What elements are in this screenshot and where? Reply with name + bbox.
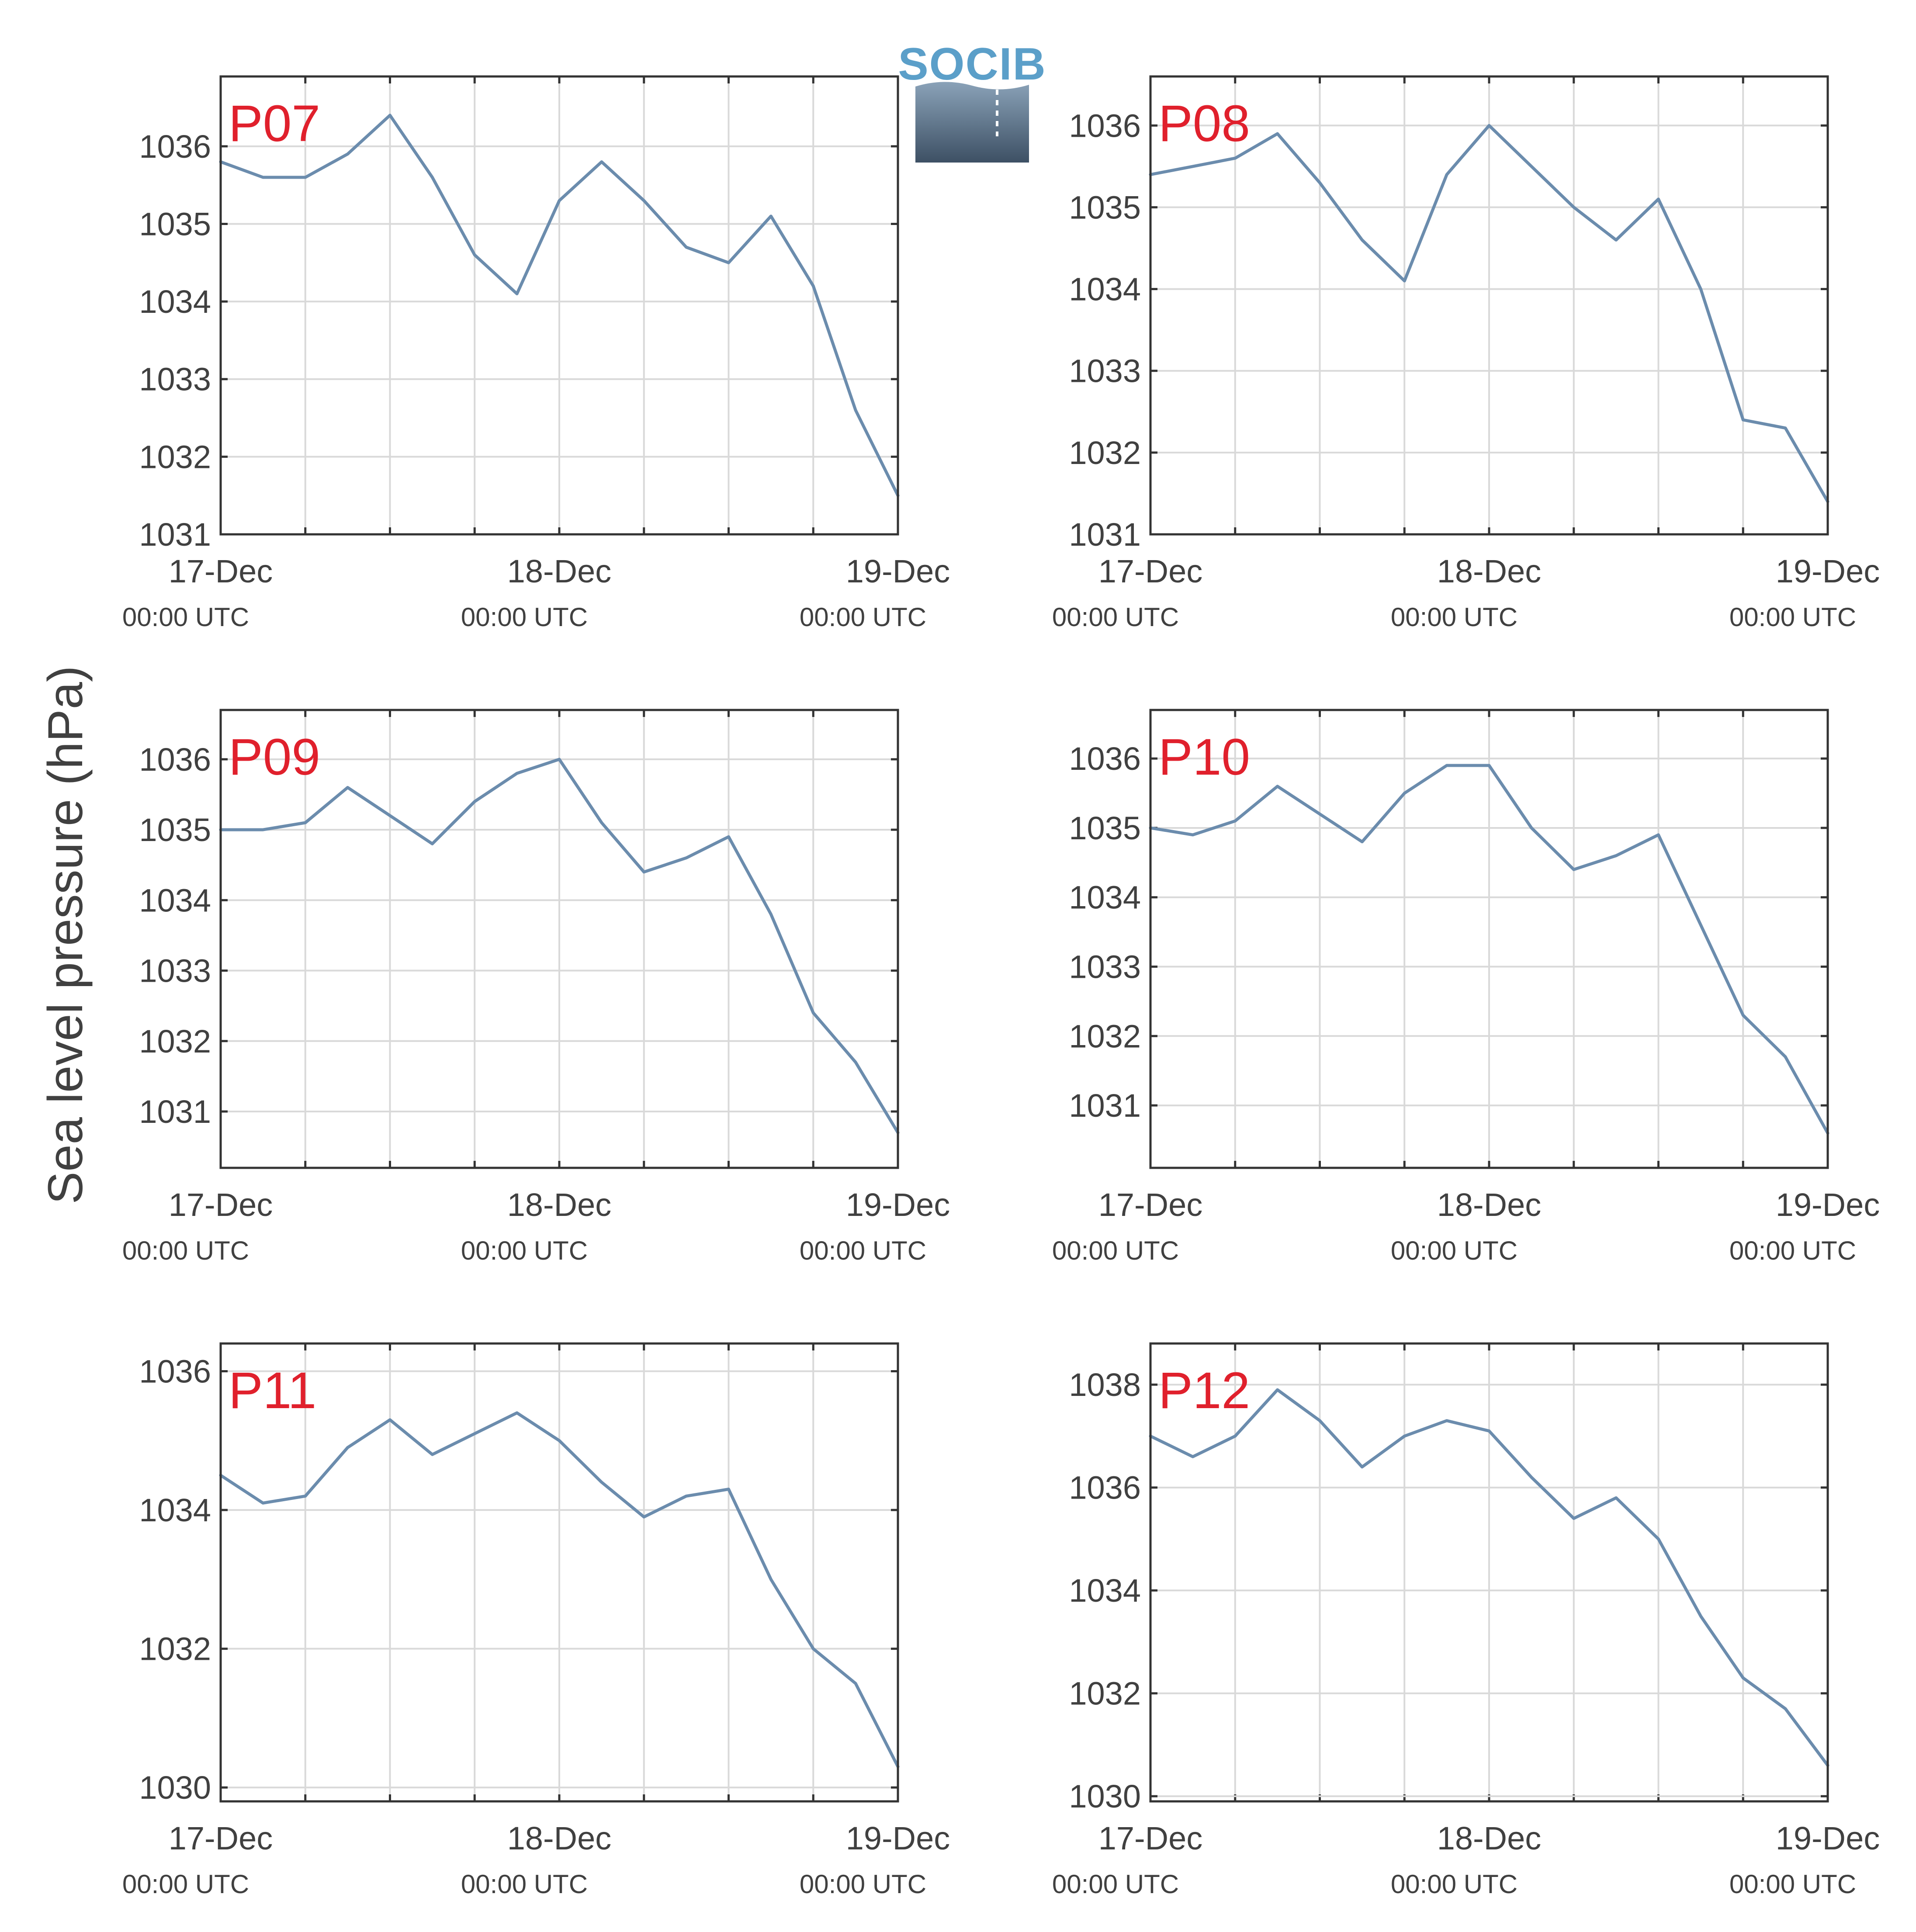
- panel-label: P08: [1158, 95, 1250, 152]
- x-tick-time-label: 00:00 UTC: [1729, 1236, 1856, 1265]
- y-tick-label: 1036: [1069, 107, 1141, 144]
- x-tick-date-label: 17-Dec: [169, 1187, 273, 1223]
- pressure-line-p09: [219, 758, 900, 1134]
- y-tick-label: 1035: [1069, 189, 1141, 225]
- x-tick-time-label: 00:00 UTC: [1391, 1236, 1518, 1265]
- y-tick-label: 1036: [1069, 1470, 1141, 1506]
- chart-panel-p10: 1031 1032 1033 1034 1035 1036 P10 17-Dec 00:00 U…: [1052, 709, 1880, 1265]
- y-tick-label: 1033: [1069, 353, 1141, 389]
- x-tick-time-label: 00:00 UTC: [1052, 1870, 1179, 1899]
- panel-label: P12: [1158, 1362, 1250, 1420]
- x-tick-date-label: 19-Dec: [1776, 1187, 1880, 1223]
- logo-text: SOCIB: [898, 39, 1046, 90]
- x-tick-time-label: 00:00 UTC: [800, 1870, 926, 1899]
- y-tick-label: 1036: [139, 1354, 211, 1390]
- x-tick-date-label: 19-Dec: [846, 1187, 950, 1223]
- y-tick-label: 1032: [1069, 1018, 1141, 1054]
- y-tick-label: 1030: [1069, 1778, 1141, 1814]
- socib-logo: SOCIB: [898, 39, 1046, 163]
- x-tick-time-label: 00:00 UTC: [800, 1236, 926, 1265]
- x-tick-time-label: 00:00 UTC: [461, 1870, 588, 1899]
- y-tick-label: 1032: [1069, 1676, 1141, 1712]
- y-tick-label: 1033: [139, 953, 211, 989]
- y-tick-label: 1033: [139, 361, 211, 398]
- x-tick-date-label: 18-Dec: [1437, 1820, 1542, 1856]
- x-tick-time-label: 00:00 UTC: [800, 602, 926, 632]
- x-tick-date-label: 17-Dec: [169, 553, 273, 589]
- x-tick-date-label: 17-Dec: [1098, 1820, 1203, 1856]
- x-tick-date-label: 18-Dec: [507, 553, 612, 589]
- x-tick-date-label: 18-Dec: [507, 1820, 612, 1856]
- y-tick-label: 1036: [139, 741, 211, 778]
- y-tick-label: 1038: [1069, 1367, 1141, 1403]
- x-tick-time-label: 00:00 UTC: [1052, 1236, 1179, 1265]
- y-tick-label: 1031: [1069, 1087, 1141, 1124]
- x-tick-time-label: 00:00 UTC: [122, 1236, 249, 1265]
- y-tick-label: 1035: [139, 812, 211, 848]
- plot-frame: [1149, 709, 1829, 1169]
- pressure-line-p10: [1149, 764, 1829, 1135]
- y-tick-label: 1033: [1069, 949, 1141, 985]
- y-tick-label: 1031: [139, 1094, 211, 1130]
- x-tick-date-label: 17-Dec: [1098, 1187, 1203, 1223]
- logo-wave-block: [915, 82, 1029, 163]
- x-tick-date-label: 19-Dec: [846, 1820, 950, 1856]
- chart-panel-p08: 1031 1032 1033 1034 1035 1036 P08 17-Dec 00:00 U…: [1052, 75, 1880, 632]
- plot-frame: [219, 709, 899, 1169]
- y-tick-label: 1032: [1069, 435, 1141, 471]
- chart-panel-p12: 1030 1032 1034 1036 1038 P12 17-Dec 00:00 UTC 18…: [1052, 1342, 1880, 1899]
- x-tick-time-label: 00:00 UTC: [1729, 602, 1856, 632]
- x-tick-date-label: 17-Dec: [169, 1820, 273, 1856]
- x-tick-time-label: 00:00 UTC: [461, 1236, 588, 1265]
- plot-frame: [1149, 75, 1829, 536]
- plot-frame: [219, 75, 899, 536]
- pressure-line-p08: [1149, 124, 1829, 503]
- plot-frame: [1149, 1342, 1829, 1803]
- panel-label: P11: [229, 1362, 316, 1420]
- x-tick-date-label: 19-Dec: [1776, 553, 1880, 589]
- chart-panel-p11: 1030 1032 1034 1036 P11 17-Dec 00:00 UTC 18-Dec…: [122, 1342, 950, 1899]
- x-tick-time-label: 00:00 UTC: [461, 602, 588, 632]
- x-tick-date-label: 19-Dec: [846, 553, 950, 589]
- panel-label: P09: [229, 728, 320, 786]
- y-tick-label: 1036: [139, 128, 211, 165]
- x-tick-time-label: 00:00 UTC: [1391, 1870, 1518, 1899]
- y-tick-label: 1036: [1069, 741, 1141, 777]
- y-axis-label: Sea level pressure (hPa): [38, 666, 93, 1205]
- y-tick-label: 1034: [139, 882, 211, 918]
- y-tick-label: 1034: [1069, 271, 1141, 308]
- panels: 1031 1032 1033 1034 1035 1036 P07 17-Dec 00:00 U…: [122, 75, 1880, 1899]
- x-tick-time-label: 00:00 UTC: [122, 1870, 249, 1899]
- x-tick-time-label: 00:00 UTC: [122, 602, 249, 632]
- panel-label: P07: [229, 95, 320, 152]
- x-tick-time-label: 00:00 UTC: [1729, 1870, 1856, 1899]
- x-tick-date-label: 18-Dec: [1437, 553, 1542, 589]
- x-tick-date-label: 18-Dec: [507, 1187, 612, 1223]
- y-tick-label: 1034: [1069, 879, 1141, 916]
- x-tick-date-label: 18-Dec: [1437, 1187, 1542, 1223]
- y-tick-label: 1034: [139, 284, 211, 320]
- y-tick-label: 1035: [1069, 810, 1141, 846]
- y-tick-label: 1034: [1069, 1572, 1141, 1609]
- panel-label: P10: [1158, 728, 1250, 786]
- plot-frame: [219, 1342, 899, 1803]
- y-tick-label: 1031: [139, 516, 211, 553]
- x-tick-time-label: 00:00 UTC: [1052, 602, 1179, 632]
- x-tick-date-label: 17-Dec: [1098, 553, 1203, 589]
- chart-panel-p07: 1031 1032 1033 1034 1035 1036 P07 17-Dec 00:00 U…: [122, 75, 950, 632]
- pressure-line-p07: [219, 114, 900, 497]
- y-tick-label: 1030: [139, 1769, 211, 1806]
- pressure-line-p11: [219, 1411, 900, 1769]
- y-tick-label: 1032: [139, 1631, 211, 1667]
- y-tick-label: 1031: [1069, 516, 1141, 553]
- y-tick-label: 1032: [139, 439, 211, 475]
- x-tick-date-label: 19-Dec: [1776, 1820, 1880, 1856]
- pressure-line-p12: [1149, 1388, 1829, 1767]
- chart-panel-p09: 1031 1032 1033 1034 1035 1036 P09 17-Dec 00:00 U…: [122, 709, 950, 1265]
- y-tick-label: 1034: [139, 1492, 211, 1528]
- y-tick-label: 1035: [139, 206, 211, 242]
- y-tick-label: 1032: [139, 1023, 211, 1059]
- x-tick-time-label: 00:00 UTC: [1391, 602, 1518, 632]
